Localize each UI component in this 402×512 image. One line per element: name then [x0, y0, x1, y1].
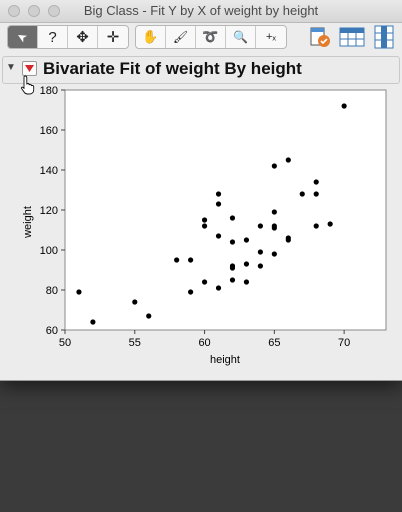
pointing-hand-cursor-icon	[21, 75, 35, 95]
scatter-point[interactable]	[243, 261, 250, 267]
scatter-point[interactable]	[257, 249, 263, 255]
scatter-point[interactable]	[201, 223, 208, 229]
scatter-point[interactable]	[285, 237, 291, 243]
selection-tool-button[interactable]: ✥	[68, 26, 98, 48]
scatter-point[interactable]	[313, 179, 319, 185]
scatter-point[interactable]	[146, 313, 152, 319]
arrow-tool-button[interactable]: ➤	[8, 26, 38, 48]
question-icon: ?	[48, 28, 57, 46]
lasso-icon: ➰	[202, 29, 219, 44]
arrow-icon: ➤	[14, 28, 31, 46]
scatter-point[interactable]	[215, 191, 222, 197]
crosshair-icon: ✛	[106, 29, 120, 46]
plot-frame	[64, 89, 387, 331]
hotspot-triangle	[25, 65, 34, 72]
scatter-point[interactable]	[271, 225, 277, 231]
triangle-down-icon[interactable]: ▼	[6, 62, 16, 73]
x-tick-label: 65	[268, 337, 280, 349]
scatter-point[interactable]	[271, 163, 277, 169]
y-tick-label: 140	[40, 165, 58, 177]
x-tick-label: 60	[198, 337, 210, 349]
brush-icon: 🖌	[172, 30, 189, 44]
scatter-point[interactable]	[257, 263, 263, 269]
scatter-point[interactable]	[174, 257, 180, 263]
help-tool-button[interactable]: ?	[38, 26, 68, 48]
y-axis-label: weight	[22, 206, 34, 239]
scatter-point[interactable]	[132, 299, 138, 305]
scatter-point[interactable]	[257, 223, 263, 229]
y-tick-label: 60	[46, 325, 58, 337]
title-bar[interactable]: Big Class - Fit Y by X of weight by heig…	[0, 0, 402, 23]
column-layout-button[interactable]	[370, 24, 398, 50]
scatter-point[interactable]	[313, 223, 319, 229]
scatter-point[interactable]	[229, 277, 236, 283]
scatter-point[interactable]	[271, 251, 277, 257]
scatter-point[interactable]	[341, 103, 347, 109]
data-table-icon	[339, 27, 365, 47]
y-tick-label: 180	[40, 85, 58, 97]
crosshair-tool-button[interactable]: ✛	[98, 26, 128, 48]
y-tick-label: 120	[40, 205, 58, 217]
x-tick-label: 55	[129, 337, 141, 349]
scatter-plot: weight 50 55 60 65 70 60 80 100 120 140 160 180 hei…	[22, 85, 387, 366]
red-triangle-icon[interactable]	[22, 61, 37, 76]
x-tick-label: 50	[59, 337, 71, 349]
window-title: Big Class - Fit Y by X of weight by heig…	[83, 3, 319, 18]
hand-icon: ✋	[142, 29, 159, 44]
zoom-button[interactable]	[48, 5, 60, 17]
scatter-point[interactable]	[188, 257, 194, 263]
grabber-tool-button[interactable]: ✋	[136, 26, 166, 48]
scatter-point[interactable]	[201, 279, 208, 285]
scatter-point[interactable]	[229, 265, 236, 271]
scatter-point[interactable]	[76, 289, 82, 295]
brush-tool-button[interactable]: 🖌	[166, 26, 196, 48]
magnifier-tool-button[interactable]: 🔍	[226, 26, 256, 48]
annotate-icon: +ₓ	[265, 31, 277, 43]
outline-header[interactable]: ▼ Bivariate Fit of weight By height	[2, 56, 400, 84]
tool-group-edit: ✋ 🖌 ➰ 🔍 +ₓ	[135, 25, 287, 49]
lasso-tool-button[interactable]: ➰	[196, 26, 226, 48]
scatter-point[interactable]	[243, 279, 250, 285]
column-layout-icon	[374, 25, 394, 49]
minimize-button[interactable]	[28, 5, 40, 17]
close-button[interactable]	[8, 5, 20, 17]
data-table-button[interactable]	[338, 24, 366, 50]
scatter-point[interactable]	[299, 191, 305, 197]
magnifier-icon: 🔍	[233, 30, 248, 44]
scatter-point[interactable]	[313, 191, 319, 197]
scatter-point[interactable]	[188, 289, 194, 295]
y-tick-label: 80	[46, 285, 58, 297]
tool-group-pointer: ➤ ? ✥ ✛	[7, 25, 129, 49]
scatter-point[interactable]	[243, 237, 250, 243]
scatter-point[interactable]	[215, 233, 222, 239]
scatter-point[interactable]	[229, 239, 236, 245]
scatter-point[interactable]	[201, 217, 208, 223]
scatter-point[interactable]	[215, 201, 222, 207]
scatter-point[interactable]	[271, 209, 277, 215]
annotate-tool-button[interactable]: +ₓ	[256, 26, 286, 48]
y-tick-label: 160	[40, 125, 58, 137]
toolbar: ➤ ? ✥ ✛ ✋ 🖌 ➰ 🔍 +ₓ	[0, 23, 402, 51]
x-axis-label: height	[210, 354, 240, 366]
scatter-point[interactable]	[327, 221, 333, 227]
scatter-point[interactable]	[285, 157, 291, 163]
report-area: ▼ Bivariate Fit of weight By height weig…	[0, 53, 402, 380]
report-window: Big Class - Fit Y by X of weight by heig…	[0, 0, 402, 381]
journal-icon	[310, 27, 330, 47]
selection-icon: ✥	[76, 29, 89, 46]
x-tick-label: 70	[338, 337, 350, 349]
outline-title: Bivariate Fit of weight By height	[43, 59, 302, 78]
scatter-point[interactable]	[229, 215, 236, 221]
y-tick-label: 100	[40, 245, 58, 257]
journal-button[interactable]	[306, 24, 334, 50]
scatter-point[interactable]	[215, 285, 222, 291]
scatter-point[interactable]	[90, 319, 96, 325]
